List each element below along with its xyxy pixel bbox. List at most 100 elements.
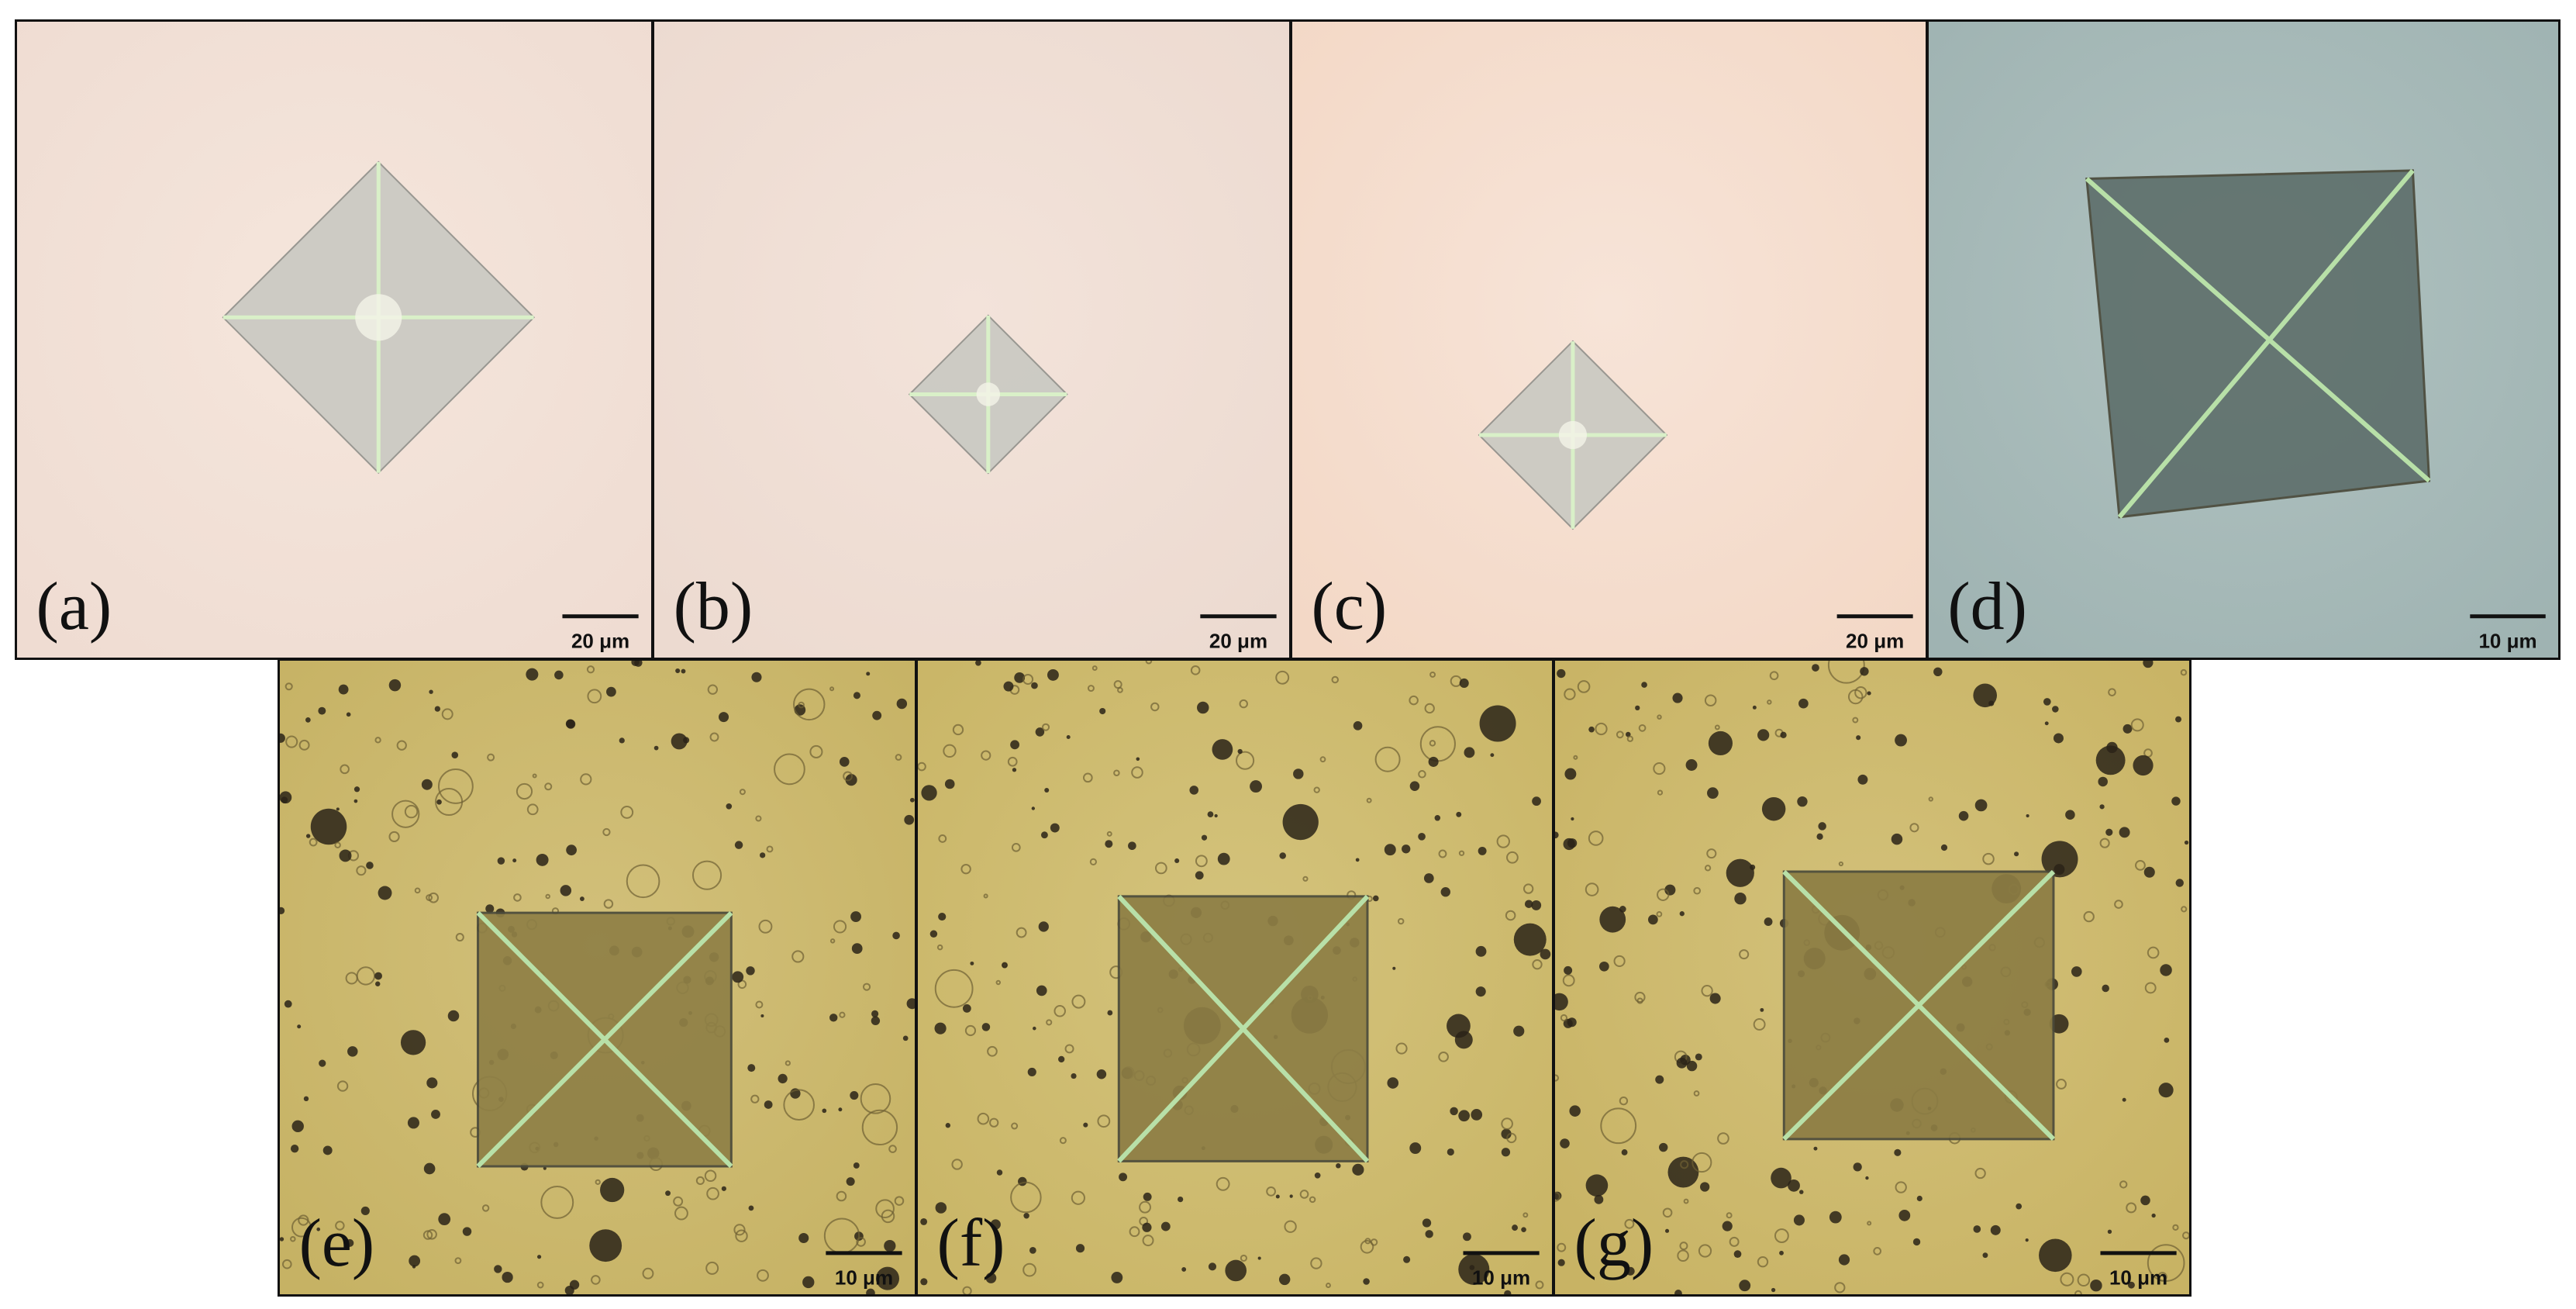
speckle	[836, 1190, 847, 1202]
speckle	[1816, 833, 1823, 840]
speckle	[1029, 1247, 1036, 1254]
speckle	[2143, 661, 2154, 668]
speckle	[1616, 730, 1624, 739]
speckle	[1131, 766, 1143, 779]
speckle	[2151, 1213, 2156, 1218]
speckle	[1873, 1247, 1882, 1255]
speckle	[1912, 1238, 1921, 1246]
speckle	[1982, 852, 1995, 865]
speckle	[1047, 668, 1059, 681]
speckle	[2147, 1244, 2185, 1282]
speckle	[1916, 1195, 1923, 1202]
speckle	[1506, 851, 1519, 864]
speckle	[1150, 702, 1160, 712]
speckle	[554, 670, 564, 680]
speckle	[338, 684, 349, 695]
speckle	[487, 753, 495, 762]
speckle	[1726, 858, 1754, 887]
speckle	[944, 779, 955, 789]
speckle	[1672, 692, 1683, 703]
speckle	[462, 1227, 472, 1236]
speckle	[1463, 1232, 1471, 1242]
speckle	[2172, 1224, 2179, 1231]
speckle	[513, 893, 522, 902]
speckle	[544, 782, 553, 791]
speckle	[2175, 716, 2182, 723]
speckle	[1676, 1057, 1688, 1069]
speckle	[1857, 774, 1868, 785]
speckle	[2119, 1180, 2128, 1189]
speckle	[1336, 1163, 1341, 1169]
speckle	[1035, 727, 1045, 737]
speckle	[1314, 1172, 1321, 1179]
speckle	[447, 1010, 460, 1022]
speckle	[681, 668, 686, 674]
speckle	[2114, 900, 2123, 909]
speckle	[981, 1023, 991, 1031]
speckle	[1585, 882, 1599, 896]
speckle	[1812, 664, 1819, 672]
speckle	[1626, 1266, 1635, 1276]
speckle	[634, 661, 643, 667]
speckle	[1867, 691, 1871, 696]
speckle	[1458, 850, 1465, 856]
speckle	[1657, 888, 1670, 901]
micrograph: (c) 20 μm	[1292, 22, 1926, 658]
speckle	[755, 1000, 764, 1009]
indent-center	[355, 294, 402, 341]
speckle	[1099, 707, 1106, 715]
speckle	[1418, 770, 1426, 779]
speckle	[1279, 852, 1286, 859]
speckle	[1418, 832, 1426, 841]
speckle	[1036, 985, 1047, 996]
speckle	[721, 1186, 726, 1191]
speckle	[962, 1004, 971, 1013]
speckle	[437, 768, 474, 804]
speckle	[1353, 720, 1363, 730]
speckle	[620, 806, 634, 819]
speckle	[1860, 667, 1869, 676]
speckle	[1490, 753, 1495, 758]
speckle	[318, 706, 326, 715]
speckle	[1214, 813, 1218, 818]
speckle	[785, 1060, 791, 1066]
speckle	[1145, 661, 1153, 665]
speckle	[290, 1235, 296, 1242]
speckle	[960, 863, 971, 875]
speckle	[2016, 1203, 2023, 1210]
speckle	[1513, 1025, 1525, 1037]
speckle	[1428, 756, 1439, 767]
speckle	[1891, 833, 1903, 845]
speckle	[921, 785, 937, 801]
speckle	[336, 807, 340, 811]
speckle	[1974, 799, 1988, 812]
speckle	[1555, 1074, 1560, 1082]
speckle	[536, 1255, 542, 1259]
speckle	[298, 739, 310, 751]
speckle	[1757, 1255, 1769, 1268]
speckle	[1038, 921, 1049, 932]
speckle	[1818, 822, 1826, 831]
speckle	[1438, 849, 1447, 858]
speckle	[1022, 1262, 1036, 1277]
speckle	[441, 708, 453, 720]
speckle	[1958, 810, 1969, 821]
speckle	[1557, 1242, 1567, 1252]
speckle	[695, 1176, 705, 1186]
speckle	[2108, 688, 2116, 696]
speckle	[2107, 1229, 2112, 1234]
speckle	[1195, 855, 1208, 868]
speckle	[951, 1159, 963, 1170]
speckle	[1111, 1272, 1123, 1283]
speckle	[1154, 862, 1167, 875]
speckle	[366, 862, 374, 869]
speckle	[1599, 906, 1626, 933]
speckle	[1352, 1163, 1364, 1176]
speckle	[1087, 685, 1095, 692]
speckle	[569, 1280, 580, 1290]
speckle	[353, 786, 360, 793]
speckle	[1066, 735, 1071, 740]
speckle	[2127, 1281, 2135, 1289]
speckle	[793, 688, 826, 721]
speckle	[2164, 1037, 2170, 1043]
